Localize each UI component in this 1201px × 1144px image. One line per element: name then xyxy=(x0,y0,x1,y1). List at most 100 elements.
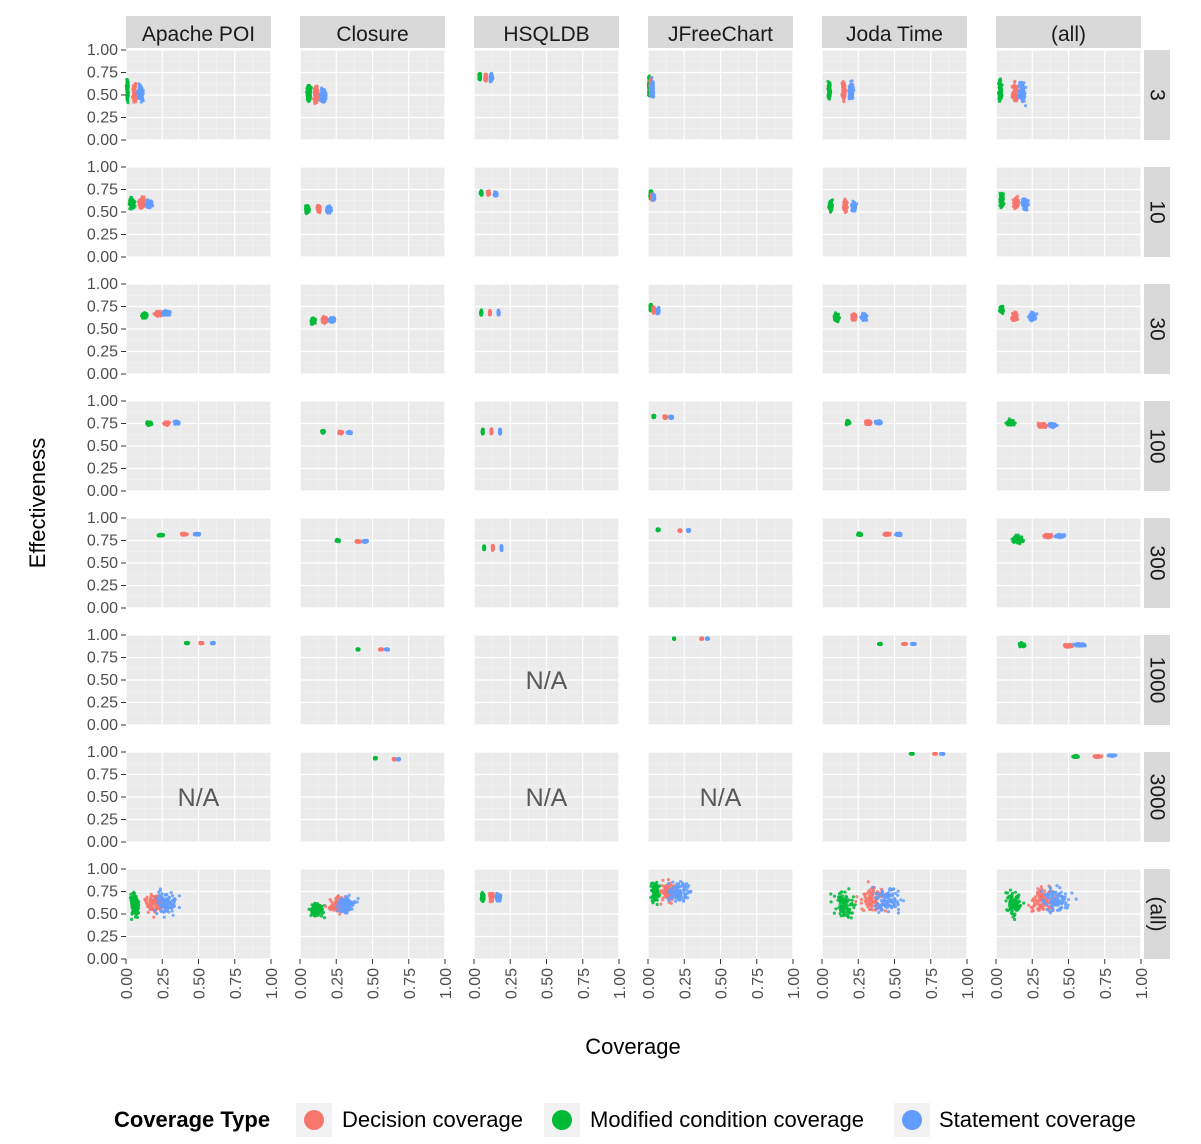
facet-panel xyxy=(299,49,446,141)
data-point xyxy=(650,76,654,80)
data-point xyxy=(496,311,501,315)
data-point xyxy=(1021,91,1025,95)
data-point xyxy=(138,83,142,87)
data-point xyxy=(325,209,330,213)
data-point xyxy=(315,204,320,208)
facet-panel xyxy=(995,283,1142,375)
data-point xyxy=(844,202,849,206)
data-point xyxy=(479,192,483,196)
data-point xyxy=(314,88,318,92)
data-point xyxy=(313,99,317,103)
data-point xyxy=(649,189,653,193)
data-point xyxy=(850,92,854,97)
facet-panel xyxy=(821,283,968,375)
data-point xyxy=(853,315,857,319)
data-point xyxy=(848,85,852,89)
data-point xyxy=(126,101,130,105)
data-point xyxy=(487,192,491,197)
data-point xyxy=(146,204,150,208)
data-point xyxy=(1021,99,1025,103)
data-point xyxy=(843,197,847,201)
series-points xyxy=(488,308,492,317)
series-points xyxy=(135,82,145,104)
series-points xyxy=(305,83,313,104)
data-point xyxy=(652,194,656,198)
data-point xyxy=(827,84,831,88)
data-point xyxy=(843,205,847,209)
data-point xyxy=(656,311,660,315)
data-point xyxy=(146,198,150,202)
data-point xyxy=(138,94,142,98)
data-point xyxy=(142,198,146,202)
facet-panel xyxy=(821,49,968,141)
data-point xyxy=(484,76,488,80)
data-point xyxy=(322,94,326,98)
facet-panel xyxy=(299,283,446,375)
data-point xyxy=(1000,193,1004,197)
data-point xyxy=(829,206,833,210)
data-point xyxy=(321,318,325,322)
data-point xyxy=(478,73,482,78)
data-point xyxy=(1018,88,1022,93)
facet-panel xyxy=(647,166,794,258)
data-point xyxy=(1014,205,1018,209)
data-point xyxy=(827,97,832,101)
data-point xyxy=(322,90,327,94)
data-point xyxy=(138,86,142,91)
data-point xyxy=(1013,79,1017,83)
data-point xyxy=(998,94,1003,98)
data-point xyxy=(494,193,498,197)
data-point xyxy=(129,203,133,208)
data-point xyxy=(306,95,310,99)
data-point xyxy=(651,198,655,202)
data-point xyxy=(319,88,323,92)
data-point xyxy=(656,307,660,311)
data-point xyxy=(827,92,831,96)
data-point xyxy=(306,209,310,213)
data-point xyxy=(484,79,488,83)
facet-panel xyxy=(473,49,620,141)
data-point xyxy=(162,313,166,317)
data-point xyxy=(320,97,324,101)
data-point xyxy=(140,98,144,102)
data-point xyxy=(133,83,137,87)
data-point xyxy=(841,82,846,86)
data-point xyxy=(826,79,830,84)
series-points xyxy=(124,77,130,105)
facet-panel xyxy=(299,166,446,258)
data-point xyxy=(650,91,654,95)
data-point xyxy=(848,90,853,94)
data-point xyxy=(845,209,849,213)
data-point xyxy=(125,90,129,95)
data-point xyxy=(125,97,129,101)
data-point xyxy=(143,312,147,316)
facet-panel xyxy=(995,49,1142,141)
data-point xyxy=(305,97,309,101)
data-point xyxy=(998,91,1003,95)
data-point xyxy=(1023,202,1027,206)
data-point xyxy=(651,88,655,92)
facet-panel xyxy=(995,166,1142,258)
facet-panel xyxy=(473,283,620,375)
data-point xyxy=(842,94,846,98)
facet-panel xyxy=(124,49,272,141)
data-point xyxy=(828,87,832,91)
data-point xyxy=(479,313,483,317)
data-point xyxy=(861,313,865,317)
series-points xyxy=(485,189,492,197)
data-point xyxy=(126,84,130,88)
facet-panel xyxy=(821,166,968,258)
data-point xyxy=(317,207,321,211)
facet-panel xyxy=(125,283,272,375)
data-point xyxy=(841,90,845,94)
data-point xyxy=(852,88,856,92)
data-point xyxy=(1023,197,1027,201)
data-point xyxy=(651,80,655,84)
data-point xyxy=(830,203,834,207)
data-point xyxy=(305,87,309,91)
data-point xyxy=(852,202,856,206)
series-points xyxy=(161,309,172,317)
data-point xyxy=(314,95,318,99)
data-point xyxy=(850,79,854,83)
